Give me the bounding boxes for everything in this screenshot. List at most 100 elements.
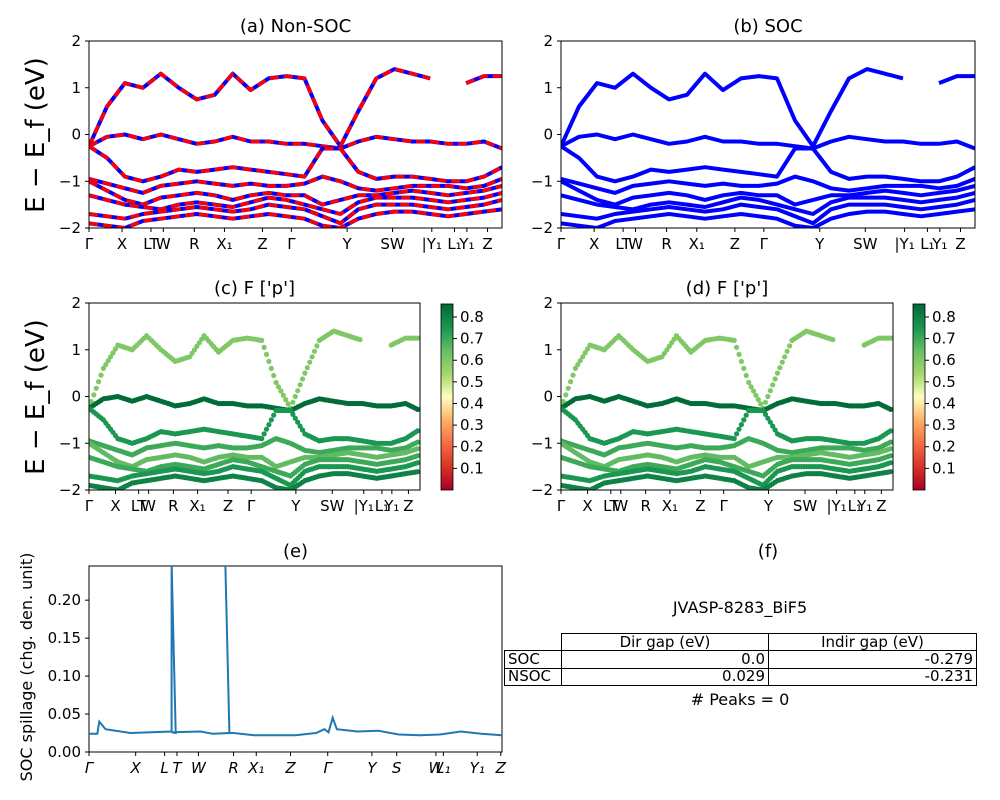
band-line-dashed-6 [89,198,502,226]
table-corner [505,634,562,651]
scatter-point [736,426,742,432]
scatter-point [772,427,778,433]
scatter-point [415,446,420,452]
x-tick-label: L₁ [375,497,389,515]
y-tick-label: −1 [59,172,81,190]
x-tick-label: Y₁ [856,497,872,515]
scatter-point [302,370,308,376]
x-tick-label: Y₁ [931,235,947,253]
colorbar-tick-label: 0.6 [932,351,956,369]
scatter-point [830,337,836,343]
colorbar-tick-label: 0.3 [460,416,484,434]
y-tick-label: 0 [71,126,81,144]
scatter-point [285,401,291,407]
scatter-point [415,469,420,475]
scatter-point [575,362,581,368]
band-line-0 [561,67,975,149]
colorbar-tick-label: 0.4 [932,394,956,412]
band-line-5 [561,190,975,216]
x-tick-label: Z [284,759,296,777]
panel-b-plot [561,67,975,228]
x-tick-label: LT [143,235,159,253]
dir-gap-value: 0.029 [561,667,769,687]
row-label: SOC [504,650,562,669]
scatter-point [415,406,420,412]
scatter-point [295,388,301,394]
x-tick-label: T [172,759,183,777]
y-axis-label: E − E_f (eV) [21,57,51,213]
x-tick-label: X [110,497,120,515]
y-tick-label: −1 [59,434,81,452]
scatter-point [103,362,109,368]
colorbar-tick-label: 0.8 [932,308,956,326]
x-tick-label: Z [223,497,233,515]
x-tick-label: R [661,235,671,253]
scatter-point [888,446,893,452]
x-tick-label: L₁ [447,235,461,253]
x-tick-label: W [613,497,628,515]
y-tick-label: −1 [531,172,553,190]
scatter-point [888,453,893,459]
table-row: SOC 0.0 -0.279 [504,650,977,669]
x-tick-label: SW [793,497,818,515]
panel-f-title: (f) [758,541,778,562]
colorbar-tick-label: 0.7 [460,330,484,348]
y-tick-label: −1 [531,434,553,452]
y-tick-label: 1 [71,79,81,97]
scatter-point [758,401,764,407]
band-line-dashed-5 [89,191,502,216]
indir-gap-value: -0.279 [768,650,977,669]
scatter-point [415,428,420,434]
scatter-point [774,370,781,376]
x-tick-label: SW [320,497,345,515]
x-tick-label: W [628,235,643,253]
scatter-point [287,407,294,414]
x-tick-label: Y [814,235,825,253]
scatter-point [765,415,771,421]
scatter-point [299,427,306,433]
x-tick-label: R [168,497,178,515]
colorbar-tick-label: 0.1 [460,459,484,477]
scatter-point [100,365,106,371]
x-tick-label: S [392,759,402,777]
scatter-point [767,419,773,425]
x-tick-label: |Y₁ [422,235,442,253]
colorbar-d [912,303,926,491]
band-line-1 [561,132,975,151]
band-line-6 [561,197,975,226]
scatter-point [271,372,277,379]
scatter-point [96,379,102,385]
scatter-point [357,337,363,343]
x-tick-label: LT [131,497,147,515]
scatter-point [98,372,104,378]
x-tick-label: Γ [720,497,729,515]
y-tick-label: 1 [71,341,81,359]
x-tick-label: X₁ [689,235,705,253]
x-tick-label: Y [342,235,353,253]
x-tick-label: Y₁ [458,235,474,253]
panel-e-title: (e) [283,541,308,562]
scatter-point [108,354,114,360]
x-tick-label: X [130,759,142,777]
scatter-point [888,439,893,445]
y-tick-label: 0.15 [48,629,81,647]
y-tick-label: −2 [59,219,81,237]
scatter-point [767,388,773,394]
x-tick-label: W [141,497,156,515]
x-tick-label: L₁ [920,235,934,253]
scatter-point [261,344,267,350]
scatter-point [297,382,303,388]
scatter-point [268,417,274,423]
band-line-3 [561,174,975,195]
scatter-point [295,419,301,425]
dir-gap-value: 0.0 [561,650,769,669]
scatter-point [570,372,576,378]
scatter-point [266,422,272,428]
scatter-point [731,436,737,442]
scatter-point [772,376,778,382]
scatter-point [779,359,785,365]
x-tick-label: SW [380,235,405,253]
x-tick-label: X₁ [247,759,264,777]
scatter-point [584,346,591,352]
